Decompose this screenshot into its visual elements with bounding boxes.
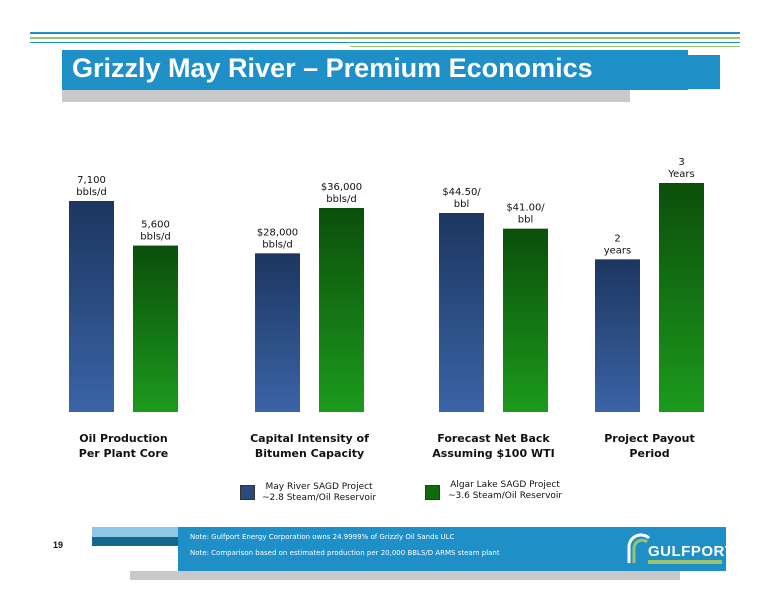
title-band-right	[688, 55, 720, 89]
bar	[133, 245, 178, 412]
category-label: Per Plant Core	[79, 447, 168, 460]
legend-subname: ~3.6 Steam/Oil Reservoir	[448, 491, 563, 501]
legend-name: Algar Lake SAGD Project	[450, 480, 560, 490]
category-label: Oil Production	[79, 432, 167, 445]
data-label: 7,100	[77, 175, 106, 186]
bar	[255, 253, 300, 412]
data-label: bbl	[518, 215, 533, 226]
category-label: Bitumen Capacity	[255, 447, 364, 460]
page-number: 19	[53, 540, 64, 550]
title-shadow	[62, 90, 630, 102]
bar	[503, 228, 548, 412]
footer-note: Note: Gulfport Energy Corporation owns 2…	[190, 533, 455, 541]
footer-note: Note: Comparison based on estimated prod…	[190, 549, 500, 557]
data-label: bbls/d	[326, 194, 356, 205]
data-label: bbls/d	[262, 239, 292, 250]
data-label: $44.50/	[442, 187, 481, 198]
bar	[595, 259, 640, 412]
data-label: $36,000	[321, 182, 362, 193]
data-label: years	[604, 245, 632, 256]
legend-name: May River SAGD Project	[265, 482, 373, 492]
category-label: Project Payout	[604, 432, 695, 445]
data-label: $41.00/	[506, 203, 545, 214]
data-label: $28,000	[257, 227, 298, 238]
data-label: bbls/d	[140, 232, 170, 243]
legend-subname: ~2.8 Steam/Oil Reservoir	[262, 493, 377, 503]
company-logo: GULFPORT	[648, 543, 735, 560]
data-label: 2	[614, 233, 620, 244]
bar	[319, 208, 364, 412]
bar	[69, 201, 114, 412]
category-label: Assuming $100 WTI	[432, 447, 554, 460]
footer-shadow	[130, 571, 680, 580]
title-band	[62, 50, 688, 90]
category-label: Capital Intensity of	[250, 432, 369, 445]
data-label: 3	[678, 157, 684, 168]
header-line	[350, 46, 740, 47]
footer-accent	[92, 537, 178, 546]
category-label: Period	[629, 447, 669, 460]
data-label: bbl	[454, 199, 469, 210]
bar	[439, 213, 484, 412]
header-line	[30, 42, 740, 43]
header-line	[30, 37, 740, 39]
logo-underline	[648, 560, 722, 564]
data-label: bbls/d	[76, 187, 106, 198]
legend-swatch-may-river	[240, 485, 255, 500]
bar	[659, 183, 704, 412]
page-title: Grizzly May River – Premium Economics	[72, 53, 593, 83]
header-line	[30, 32, 740, 34]
legend-label-may-river: May River SAGD Project ~2.8 Steam/Oil Re…	[262, 482, 376, 504]
category-label: Forecast Net Back	[437, 432, 550, 445]
gulfport-logo-icon	[627, 533, 650, 563]
data-label: Years	[667, 169, 694, 180]
footer-accent	[92, 527, 178, 537]
data-label: 5,600	[141, 220, 170, 231]
legend-label-algar-lake: Algar Lake SAGD Project ~3.6 Steam/Oil R…	[448, 480, 562, 502]
legend-swatch-algar-lake	[425, 485, 440, 500]
